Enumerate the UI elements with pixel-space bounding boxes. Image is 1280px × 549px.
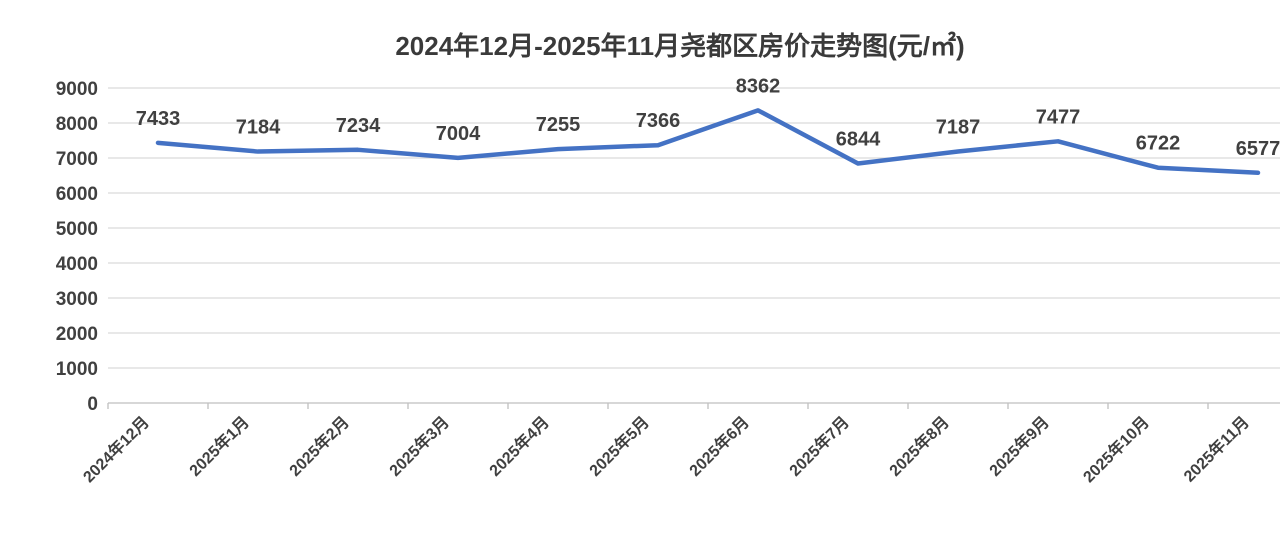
svg-text:2025年10月: 2025年10月 — [1079, 412, 1153, 486]
svg-text:3000: 3000 — [56, 289, 98, 310]
svg-text:2025年7月: 2025年7月 — [785, 412, 853, 480]
svg-text:9000: 9000 — [56, 79, 98, 100]
svg-text:2025年11月: 2025年11月 — [1180, 412, 1253, 485]
svg-text:2025年3月: 2025年3月 — [385, 412, 453, 480]
y-axis-labels: 0 1000 2000 3000 4000 5000 6000 7000 8000 9000 — [56, 79, 98, 415]
svg-text:5000: 5000 — [56, 219, 98, 240]
svg-text:8000: 8000 — [56, 114, 98, 135]
housing-price-trend-chart: 2024年12月-2025年11月尧都区房价走势图(元/㎡) 0 1000 2000… — [40, 16, 1280, 533]
svg-text:7004: 7004 — [436, 123, 481, 145]
x-axis-labels: 2024年12月 2025年1月 2025年2月 2025年3月 2025年4月 2025… — [79, 412, 1253, 486]
svg-text:2000: 2000 — [56, 324, 98, 345]
svg-text:2025年1月: 2025年1月 — [185, 412, 253, 480]
svg-text:1000: 1000 — [56, 359, 98, 380]
svg-text:2025年4月: 2025年4月 — [485, 412, 553, 480]
svg-text:7234: 7234 — [336, 115, 381, 137]
svg-text:6577: 6577 — [1236, 138, 1280, 160]
svg-text:0: 0 — [87, 394, 98, 415]
svg-text:6000: 6000 — [56, 184, 98, 205]
svg-text:7477: 7477 — [1036, 106, 1081, 128]
svg-text:2024年12月: 2024年12月 — [79, 412, 153, 486]
svg-text:2025年5月: 2025年5月 — [585, 412, 653, 480]
x-axis — [107, 402, 1280, 409]
line-chart-canvas: 0 1000 2000 3000 4000 5000 6000 7000 8000 9000 202… — [56, 75, 1280, 486]
svg-text:2025年6月: 2025年6月 — [685, 412, 753, 480]
data-labels: 7433 7184 7234 7004 7255 7366 8362 6844 7187 7477… — [136, 75, 1280, 159]
svg-text:8362: 8362 — [736, 75, 781, 97]
chart-title: 2024年12月-2025年11月尧都区房价走势图(元/㎡) — [395, 31, 965, 61]
svg-text:7433: 7433 — [136, 108, 181, 130]
svg-text:2025年2月: 2025年2月 — [285, 412, 353, 480]
svg-text:2025年8月: 2025年8月 — [885, 412, 953, 480]
svg-text:6722: 6722 — [1136, 133, 1181, 155]
svg-text:7000: 7000 — [56, 149, 98, 170]
svg-text:6844: 6844 — [836, 128, 881, 150]
svg-text:4000: 4000 — [56, 254, 98, 275]
svg-text:7255: 7255 — [536, 114, 581, 136]
price-line-series — [155, 108, 1261, 176]
svg-text:7184: 7184 — [236, 117, 281, 139]
gridlines — [108, 87, 1280, 369]
svg-text:7187: 7187 — [936, 116, 981, 138]
svg-text:7366: 7366 — [636, 110, 681, 132]
svg-text:2025年9月: 2025年9月 — [985, 412, 1053, 480]
